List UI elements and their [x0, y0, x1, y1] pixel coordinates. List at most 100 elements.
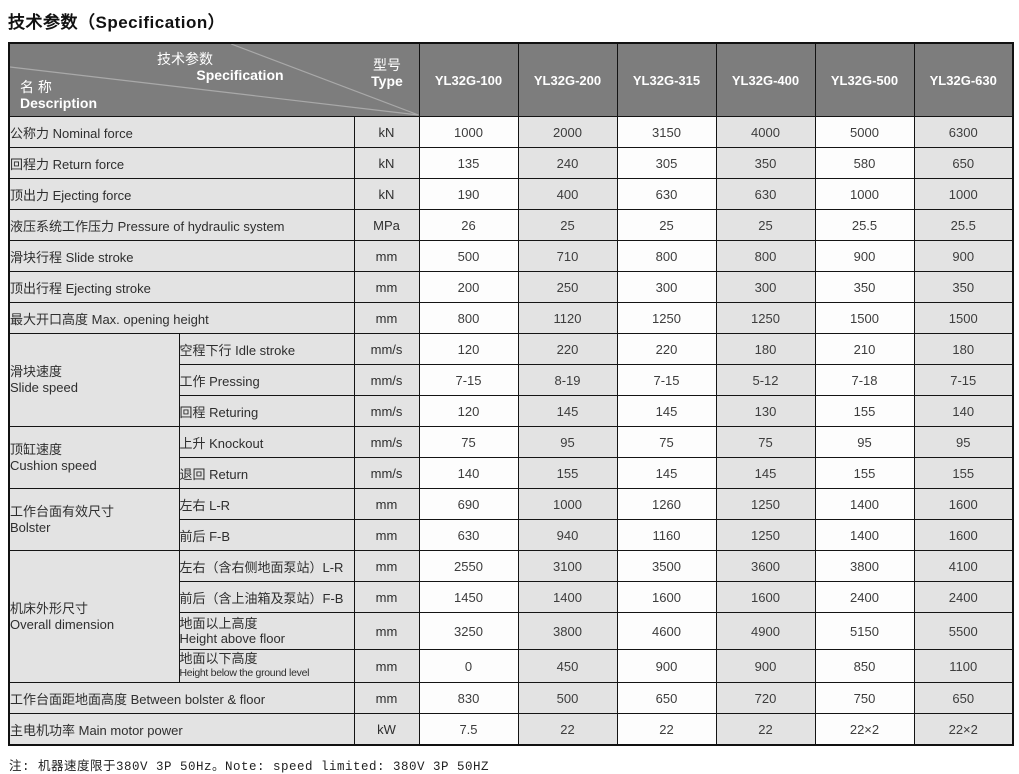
value-cell: 630 — [418, 519, 519, 551]
value-cell: 8-19 — [517, 364, 618, 396]
value-cell: 7-15 — [616, 364, 717, 396]
value-cell: 0 — [418, 649, 519, 683]
value-cell: 580 — [814, 147, 915, 179]
table-row: 工作台面有效尺寸 Bolster 左右 L-R mm 690 1000 1260… — [8, 488, 1014, 551]
value-cell: 22 — [616, 713, 717, 746]
table-row: 液压系统工作压力 Pressure of hydraulic system MP… — [8, 209, 1014, 241]
row-sublabel: 地面以下高度 Height below the ground level — [178, 649, 355, 683]
unit-cell: mm/s — [353, 333, 420, 365]
value-cell: 145 — [517, 395, 618, 427]
model-header: YL32G-400 — [715, 42, 816, 117]
value-cell: 750 — [814, 682, 915, 714]
value-cell: 350 — [814, 271, 915, 303]
value-cell: 155 — [913, 457, 1014, 489]
value-cell: 900 — [715, 649, 816, 683]
unit-cell: mm/s — [353, 364, 420, 396]
table-row: 地面以上高度 Height above floor mm 3250 3800 4… — [9, 612, 1014, 650]
row-sublabel: 退回 Return — [178, 457, 355, 489]
value-cell: 220 — [517, 333, 618, 365]
value-cell: 5500 — [913, 612, 1014, 650]
value-cell: 1400 — [814, 519, 915, 551]
value-cell: 5-12 — [715, 364, 816, 396]
value-cell: 95 — [913, 426, 1014, 458]
value-cell: 120 — [418, 333, 519, 365]
value-cell: 650 — [913, 147, 1014, 179]
value-cell: 1000 — [814, 178, 915, 210]
value-cell: 22 — [715, 713, 816, 746]
value-cell: 3600 — [715, 550, 816, 582]
value-cell: 1000 — [913, 178, 1014, 210]
value-cell: 25 — [517, 209, 618, 241]
value-cell: 1600 — [913, 488, 1014, 520]
row-label: 公称力 Nominal force — [8, 116, 355, 148]
value-cell: 5150 — [814, 612, 915, 650]
value-cell: 25.5 — [814, 209, 915, 241]
group-label: 工作台面有效尺寸 Bolster — [8, 488, 180, 551]
unit-cell: mm/s — [353, 457, 420, 489]
value-cell: 135 — [418, 147, 519, 179]
row-label: 回程力 Return force — [8, 147, 355, 179]
unit-cell: kN — [353, 178, 420, 210]
value-cell: 25.5 — [913, 209, 1014, 241]
header-row: 技术参数 Specification 名 称 Description 型号 Ty… — [8, 42, 1014, 117]
unit-cell: kN — [353, 147, 420, 179]
value-cell: 4600 — [616, 612, 717, 650]
value-cell: 1260 — [616, 488, 717, 520]
value-cell: 75 — [616, 426, 717, 458]
value-cell: 500 — [517, 682, 618, 714]
value-cell: 4000 — [715, 116, 816, 148]
value-cell: 1100 — [913, 649, 1014, 683]
row-label: 液压系统工作压力 Pressure of hydraulic system — [8, 209, 355, 241]
value-cell: 155 — [814, 395, 915, 427]
unit-cell: kW — [353, 713, 420, 746]
row-sublabel: 前后（含上油箱及泵站）F-B — [178, 581, 355, 613]
value-cell: 500 — [418, 240, 519, 272]
value-cell: 210 — [814, 333, 915, 365]
value-cell: 720 — [715, 682, 816, 714]
row-sublabel: 左右（含右侧地面泵站）L-R — [178, 550, 355, 582]
value-cell: 180 — [715, 333, 816, 365]
page-title: 技术参数（Specification） — [8, 13, 226, 32]
row-label: 主电机功率 Main motor power — [8, 713, 355, 746]
value-cell: 450 — [517, 649, 618, 683]
unit-cell: mm/s — [353, 395, 420, 427]
value-cell: 1000 — [418, 116, 519, 148]
value-cell: 3800 — [517, 612, 618, 650]
value-cell: 1500 — [814, 302, 915, 334]
value-cell: 2000 — [517, 116, 618, 148]
unit-cell: mm — [353, 302, 420, 334]
model-header: YL32G-630 — [913, 42, 1014, 117]
value-cell: 26 — [418, 209, 519, 241]
value-cell: 140 — [913, 395, 1014, 427]
table-row: 主电机功率 Main motor power kW 7.5 22 22 22 2… — [8, 713, 1014, 746]
value-cell: 220 — [616, 333, 717, 365]
value-cell: 650 — [913, 682, 1014, 714]
model-header: YL32G-500 — [814, 42, 915, 117]
value-cell: 800 — [418, 302, 519, 334]
row-label: 工作台面距地面高度 Between bolster & floor — [8, 682, 355, 714]
value-cell: 180 — [913, 333, 1014, 365]
unit-cell: mm — [353, 649, 420, 683]
value-cell: 305 — [616, 147, 717, 179]
value-cell: 1600 — [913, 519, 1014, 551]
value-cell: 1400 — [814, 488, 915, 520]
value-cell: 7-15 — [913, 364, 1014, 396]
value-cell: 155 — [517, 457, 618, 489]
row-sublabel: 前后 F-B — [178, 519, 355, 551]
value-cell: 350 — [715, 147, 816, 179]
table-row: 顶缸速度 Cushion speed 上升 Knockout mm/s 75 9… — [8, 426, 1014, 489]
value-cell: 900 — [913, 240, 1014, 272]
value-cell: 3500 — [616, 550, 717, 582]
header-description-label: 名 称 Description — [20, 79, 98, 111]
value-cell: 800 — [616, 240, 717, 272]
value-cell: 1400 — [517, 581, 618, 613]
row-label: 滑块行程 Slide stroke — [8, 240, 355, 272]
model-header: YL32G-200 — [517, 42, 618, 117]
table-row: 公称力 Nominal force kN 1000 2000 3150 4000… — [8, 116, 1014, 148]
header-specification-label: 技术参数 Specification — [157, 51, 284, 83]
row-label: 顶出力 Ejecting force — [8, 178, 355, 210]
unit-cell: mm — [353, 488, 420, 520]
value-cell: 4900 — [715, 612, 816, 650]
row-label: 最大开口高度 Max. opening height — [8, 302, 355, 334]
value-cell: 130 — [715, 395, 816, 427]
